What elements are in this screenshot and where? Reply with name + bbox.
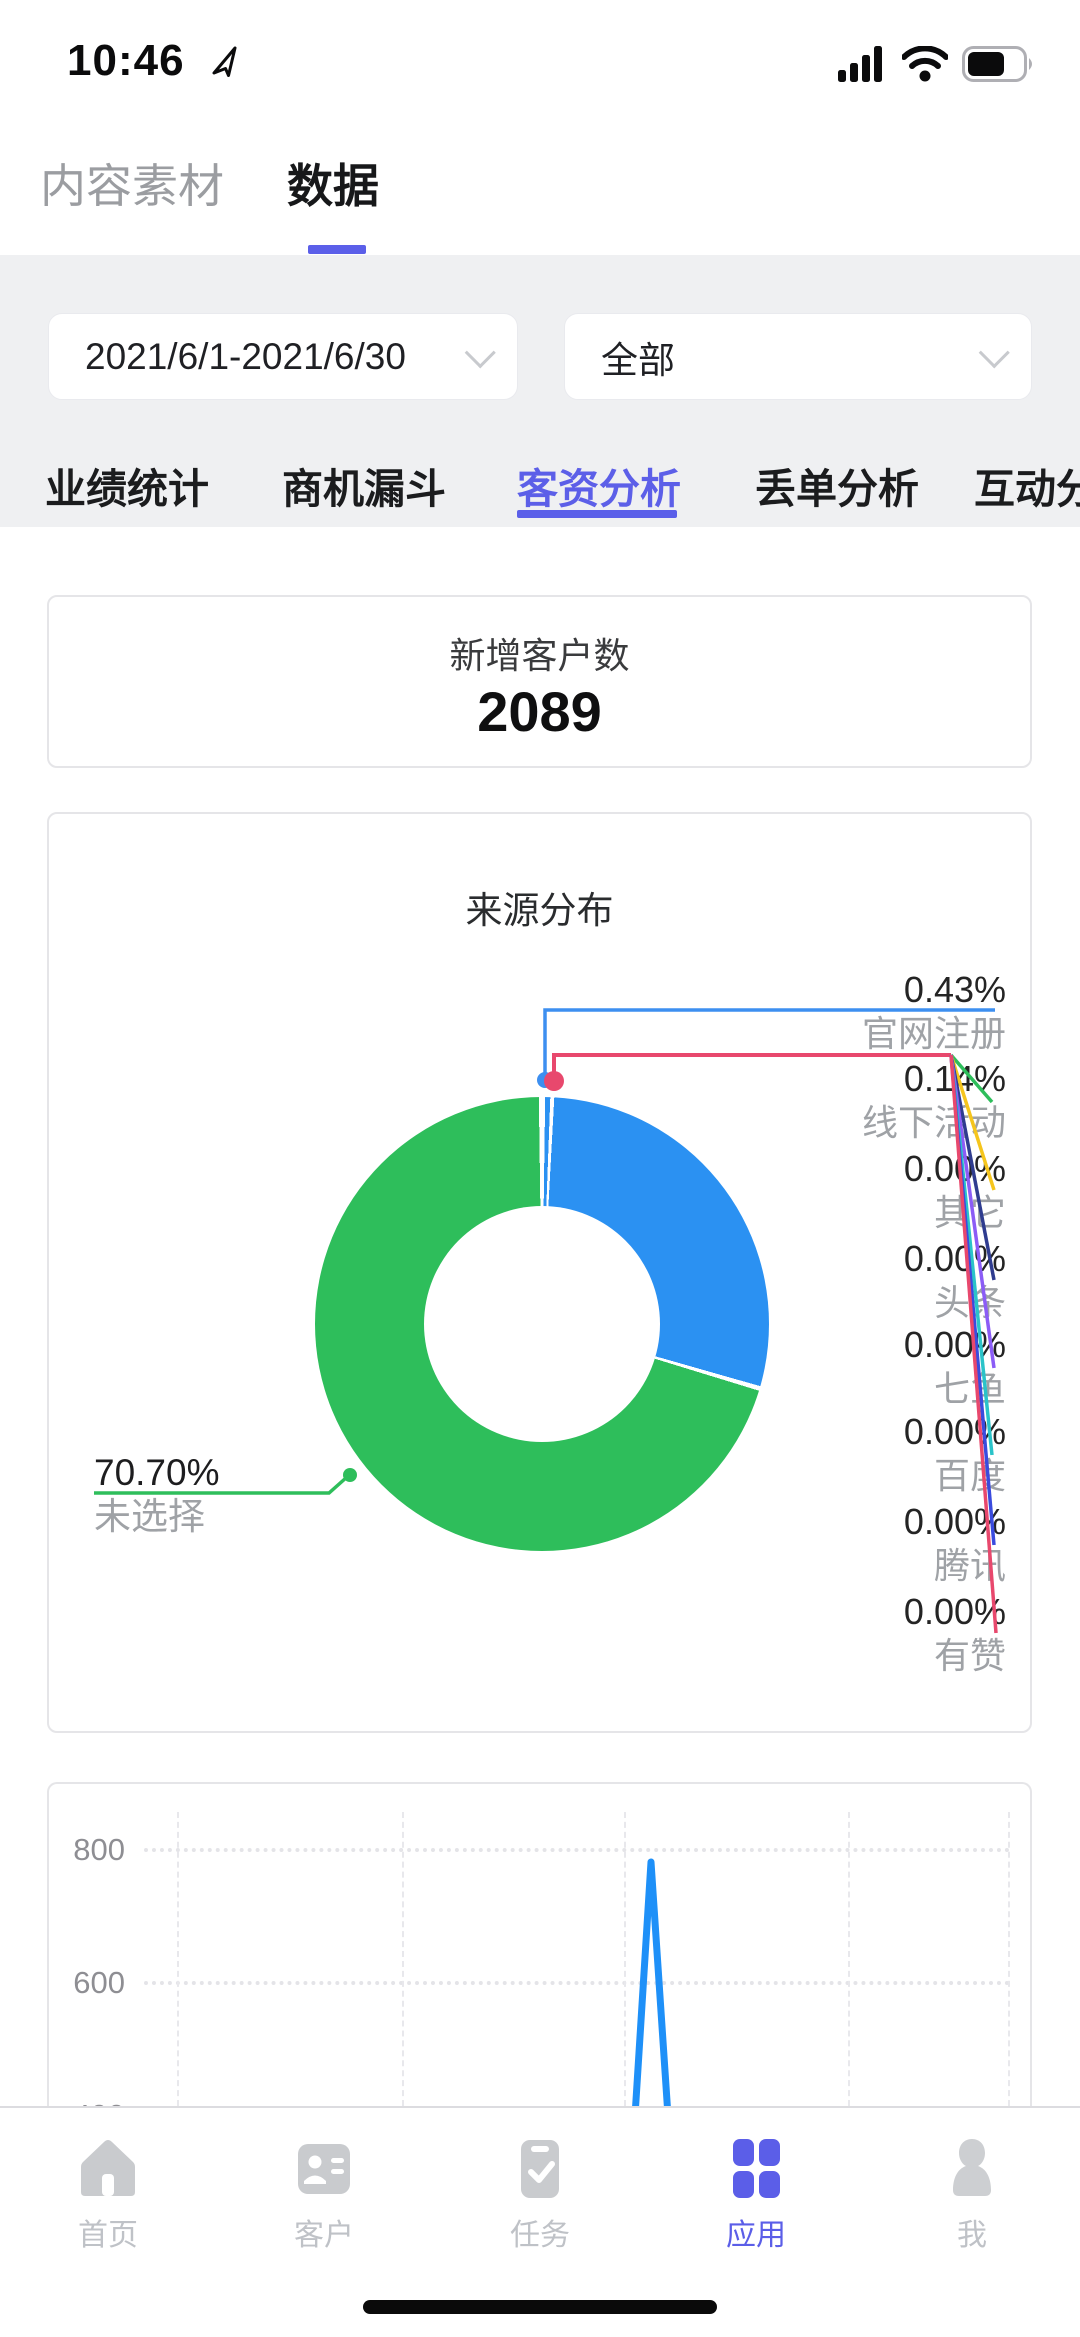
- tasks-icon: [505, 2134, 575, 2204]
- date-range-value: 2021/6/1-2021/6/30: [85, 335, 406, 377]
- donut-chart[interactable]: [315, 1097, 769, 1551]
- trend-chart-card[interactable]: 800 600 400: [47, 1782, 1032, 2106]
- nav-apps[interactable]: 应用: [648, 2108, 864, 2278]
- home-indicator[interactable]: [363, 2300, 717, 2314]
- pie-label[interactable]: 0.00% 七鱼: [903, 1324, 1006, 1409]
- gridline-vertical: [848, 1812, 850, 2106]
- tab-content-material[interactable]: 内容素材: [40, 160, 224, 212]
- status-time: 10:46: [67, 36, 185, 85]
- pie-label[interactable]: 0.43% 官网注册: [861, 969, 1006, 1054]
- gridline-vertical: [177, 1812, 179, 2106]
- location-arrow-icon: [208, 44, 242, 83]
- wifi-icon: [901, 45, 949, 87]
- y-axis-tick: 400: [67, 2096, 125, 2106]
- active-analysis-tab-underline: [517, 510, 677, 518]
- filter-panel: 2021/6/1-2021/6/30 全部 业绩统计 商机漏斗 客资分析 丢单分…: [0, 255, 1080, 527]
- pie-label[interactable]: 0.00% 有赞: [903, 1591, 1006, 1676]
- scope-select[interactable]: 全部: [564, 313, 1032, 400]
- pie-label[interactable]: 0.00% 其它: [903, 1148, 1006, 1233]
- nav-home[interactable]: 首页: [0, 2108, 216, 2278]
- line-series-spike: [632, 1858, 671, 2106]
- pie-label[interactable]: 0.00% 百度: [903, 1411, 1006, 1496]
- nav-me[interactable]: 我: [864, 2108, 1080, 2278]
- tab-data[interactable]: 数据: [287, 160, 379, 212]
- apps-grid-icon: [721, 2134, 791, 2204]
- gridline-800: [144, 1848, 1010, 1852]
- gridline-vertical: [1008, 1812, 1010, 2106]
- status-bar: 10:46: [0, 0, 1080, 130]
- source-distribution-card: 来源分布 0.43% 官网注册 0.14% 线下活动 0.00% 其它 0.00…: [47, 812, 1032, 1733]
- gridline-600: [144, 1981, 1010, 1985]
- y-axis-tick: 600: [73, 1965, 125, 2000]
- gridline-vertical: [402, 1812, 404, 2106]
- chevron-down-icon: [464, 336, 496, 368]
- header: 内容素材 数据: [0, 140, 1080, 255]
- nav-customers[interactable]: 客户: [216, 2108, 432, 2278]
- metric-title: 新增客户数: [449, 635, 630, 676]
- bottom-nav: 首页 客户 任务: [0, 2106, 1080, 2337]
- metric-value: 2089: [477, 680, 602, 743]
- pie-label[interactable]: 0.00% 腾讯: [903, 1501, 1006, 1586]
- chart-title: 来源分布: [465, 890, 614, 931]
- nav-tasks[interactable]: 任务: [432, 2108, 648, 2278]
- profile-icon: [937, 2134, 1007, 2204]
- tab-performance-stats[interactable]: 业绩统计: [45, 466, 209, 512]
- active-tab-underline: [308, 245, 366, 254]
- date-range-select[interactable]: 2021/6/1-2021/6/30: [48, 313, 518, 400]
- pie-label[interactable]: 0.00% 头条: [903, 1238, 1006, 1323]
- signal-icon: [838, 46, 888, 87]
- pie-label-unselected[interactable]: 70.70% 未选择: [94, 1452, 220, 1537]
- chevron-down-icon: [978, 336, 1010, 368]
- tab-lead-analysis[interactable]: 客资分析: [517, 466, 681, 512]
- scope-value: 全部: [601, 339, 675, 381]
- home-icon: [73, 2134, 143, 2204]
- y-axis-tick: 800: [73, 1832, 125, 1867]
- gridline-vertical: [624, 1812, 626, 2106]
- tab-lost-order-analysis[interactable]: 丢单分析: [755, 466, 919, 512]
- contacts-icon: [289, 2134, 359, 2204]
- tab-interaction-analysis[interactable]: 互动分析: [974, 466, 1080, 512]
- pie-label[interactable]: 0.14% 线下活动: [861, 1058, 1006, 1143]
- battery-icon: [962, 46, 1036, 87]
- new-customers-card: 新增客户数 2089: [47, 595, 1032, 768]
- tab-opportunity-funnel[interactable]: 商机漏斗: [282, 466, 446, 512]
